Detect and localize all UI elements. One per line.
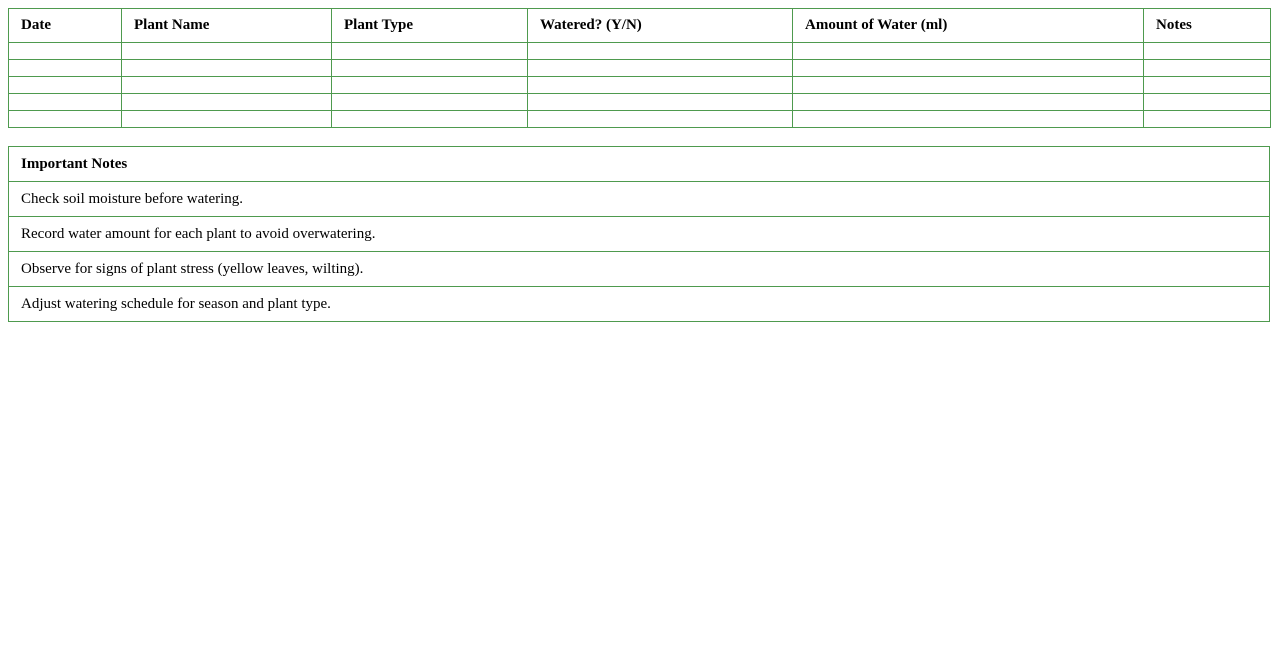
table-cell[interactable] — [8, 59, 122, 77]
table-cell[interactable] — [121, 42, 332, 60]
header-plant-type: Plant Type — [331, 8, 528, 43]
header-date: Date — [8, 8, 122, 43]
table-cell[interactable] — [527, 93, 793, 111]
table-row — [8, 76, 1271, 94]
table-cell[interactable] — [121, 76, 332, 94]
table-cell[interactable] — [1143, 76, 1271, 94]
table-cell[interactable] — [1143, 93, 1271, 111]
table-cell[interactable] — [331, 59, 528, 77]
table-cell[interactable] — [1143, 42, 1271, 60]
note-item: Check soil moisture before watering. — [8, 181, 1270, 217]
table-cell[interactable] — [331, 110, 528, 128]
watering-log-table: Date Plant Name Plant Type Watered? (Y/N… — [8, 8, 1271, 128]
header-amount: Amount of Water (ml) — [792, 8, 1144, 43]
table-row — [8, 59, 1271, 77]
table-cell[interactable] — [8, 42, 122, 60]
header-watered: Watered? (Y/N) — [527, 8, 793, 43]
table-row — [8, 42, 1271, 60]
table-cell[interactable] — [527, 59, 793, 77]
table-cell[interactable] — [792, 93, 1144, 111]
header-notes: Notes — [1143, 8, 1271, 43]
table-cell[interactable] — [331, 76, 528, 94]
table-cell[interactable] — [121, 93, 332, 111]
table-cell[interactable] — [527, 110, 793, 128]
table-cell[interactable] — [331, 93, 528, 111]
table-cell[interactable] — [792, 42, 1144, 60]
note-item: Observe for signs of plant stress (yello… — [8, 251, 1270, 287]
important-notes-table: Important Notes Check soil moisture befo… — [8, 146, 1270, 322]
table-cell[interactable] — [792, 59, 1144, 77]
notes-title: Important Notes — [8, 146, 1270, 182]
table-cell[interactable] — [792, 110, 1144, 128]
header-plant-name: Plant Name — [121, 8, 332, 43]
table-row — [8, 93, 1271, 111]
table-cell[interactable] — [121, 110, 332, 128]
table-cell[interactable] — [8, 76, 122, 94]
table-cell[interactable] — [527, 42, 793, 60]
table-cell[interactable] — [792, 76, 1144, 94]
note-item: Record water amount for each plant to av… — [8, 216, 1270, 252]
header-row: Date Plant Name Plant Type Watered? (Y/N… — [8, 8, 1271, 43]
table-cell[interactable] — [8, 93, 122, 111]
table-cell[interactable] — [121, 59, 332, 77]
table-cell[interactable] — [527, 76, 793, 94]
table-cell[interactable] — [8, 110, 122, 128]
table-cell[interactable] — [331, 42, 528, 60]
table-row — [8, 110, 1271, 128]
table-cell[interactable] — [1143, 59, 1271, 77]
note-item: Adjust watering schedule for season and … — [8, 286, 1270, 322]
table-cell[interactable] — [1143, 110, 1271, 128]
